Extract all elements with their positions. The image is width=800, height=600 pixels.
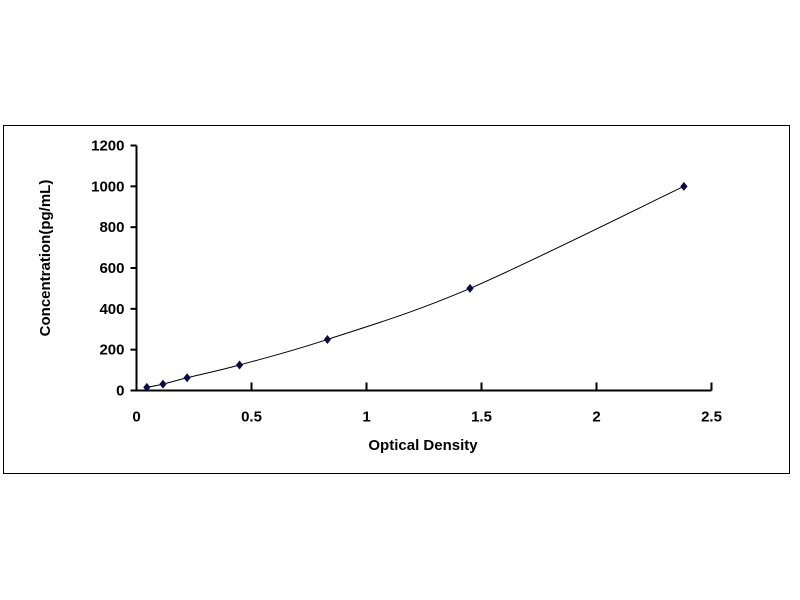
y-tick-label: 1200 bbox=[91, 138, 124, 155]
y-axis-label: Concentration(pg/mL) bbox=[37, 180, 54, 337]
data-point bbox=[680, 181, 688, 191]
y-tick-label: 400 bbox=[99, 301, 124, 318]
x-tick-label: 2 bbox=[592, 409, 600, 426]
points-layer bbox=[143, 181, 688, 392]
y-tick-label: 0 bbox=[116, 383, 124, 400]
y-tick-label: 200 bbox=[99, 342, 124, 359]
x-axis-label: Optical Density bbox=[368, 437, 478, 454]
y-tick-label: 1000 bbox=[91, 178, 124, 195]
axes: 0 0.5 1 1.5 2 2.5 0 200 400 600 800 1000 1200 bbox=[91, 138, 722, 426]
x-tick-label: 0 bbox=[132, 409, 140, 426]
chart-frame bbox=[3, 125, 790, 474]
y-tick-label: 800 bbox=[99, 219, 124, 236]
fit-curve bbox=[146, 185, 685, 388]
data-point bbox=[323, 334, 331, 344]
x-tick-label: 1 bbox=[362, 409, 370, 426]
x-tick-label: 0.5 bbox=[241, 409, 262, 426]
data-point bbox=[466, 283, 474, 293]
data-point bbox=[159, 379, 167, 389]
x-tick-label: 1.5 bbox=[471, 409, 492, 426]
y-tick-label: 600 bbox=[99, 260, 124, 277]
data-point bbox=[143, 382, 151, 392]
data-point bbox=[183, 373, 191, 383]
fit-curve-layer bbox=[146, 185, 685, 388]
x-tick-label: 2.5 bbox=[701, 409, 722, 426]
data-point bbox=[235, 360, 244, 370]
